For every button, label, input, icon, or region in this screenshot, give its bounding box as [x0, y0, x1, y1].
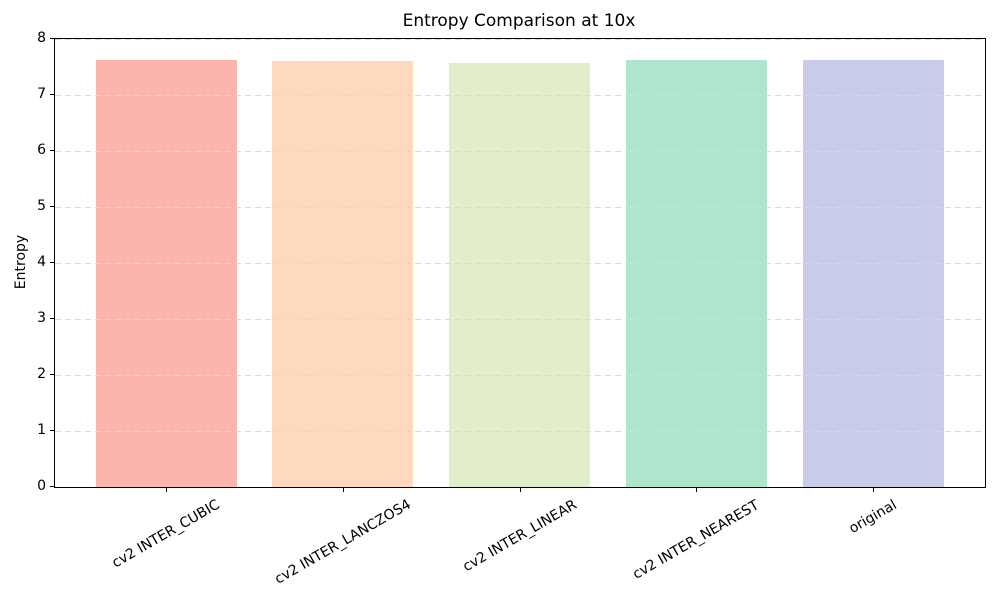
y-gridline [55, 263, 985, 264]
x-tick-mark [166, 488, 167, 492]
bar-cv2-inter-lanczos4 [272, 60, 414, 487]
x-tick-label: cv2 INTER_LINEAR [459, 497, 580, 576]
y-tick-label: 2 [37, 366, 46, 382]
y-gridline [55, 95, 985, 96]
y-tick-label: 3 [37, 310, 46, 326]
bar-cv2-inter-nearest [625, 59, 767, 487]
y-gridline [55, 319, 985, 320]
y-tick-mark [50, 430, 54, 431]
x-tick-mark [342, 488, 344, 492]
y-tick-label: 4 [37, 254, 46, 270]
x-tick-label: original [846, 496, 900, 537]
y-gridline [55, 431, 985, 432]
y-tick-label: 0 [37, 478, 46, 494]
plot-area [54, 38, 986, 488]
y-tick-mark [50, 38, 54, 39]
y-gridline [55, 151, 985, 152]
y-tick-mark [50, 318, 54, 319]
bar-original [802, 60, 944, 487]
y-gridline [55, 39, 985, 40]
y-tick-label: 1 [37, 422, 46, 438]
y-tick-mark [50, 94, 54, 95]
y-gridline [55, 207, 985, 208]
x-tick-label: cv2 INTER_CUBIC [109, 497, 223, 572]
x-tick-label: cv2 INTER_NEAREST [630, 496, 763, 583]
y-tick-label: 7 [37, 86, 46, 102]
x-tick-mark [873, 488, 874, 492]
bar-cv2-inter-cubic [95, 60, 237, 487]
y-tick-label: 6 [37, 142, 46, 158]
y-tick-mark [50, 206, 54, 207]
y-tick-mark [50, 486, 54, 487]
x-tick-mark [519, 488, 521, 492]
bar-cv2-inter-linear [449, 63, 590, 487]
x-tick-mark [696, 488, 698, 492]
chart-title: Entropy Comparison at 10x [402, 11, 636, 31]
y-tick-label: 5 [37, 198, 46, 214]
y-tick-label: 8 [37, 30, 46, 46]
y-tick-mark [50, 150, 54, 151]
y-gridline [55, 375, 985, 376]
x-tick-label: cv2 INTER_LANCZOS4 [271, 496, 414, 588]
y-tick-mark [50, 262, 54, 263]
y-tick-mark [50, 374, 54, 375]
